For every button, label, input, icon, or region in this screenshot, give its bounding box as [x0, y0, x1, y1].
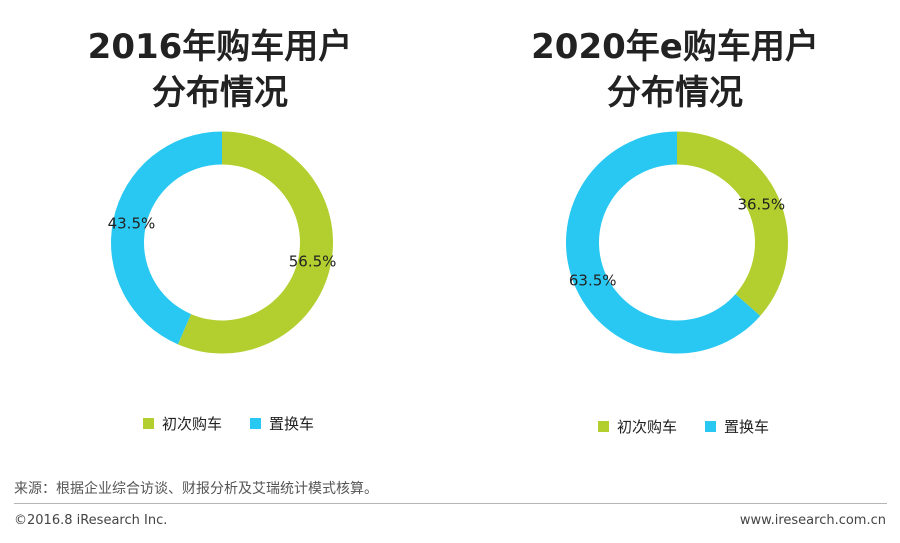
legend-swatch-replacement — [250, 418, 262, 429]
legend-label: 初次购车 — [617, 418, 678, 436]
legend-item-replacement: 置换车 — [250, 413, 314, 434]
chart-title-line: 2016年购车用户 — [87, 27, 353, 67]
donut-slice-replacement — [111, 131, 222, 345]
data-label-replacement: 63.5% — [569, 272, 617, 290]
chart-title-2020: 2020年e购车用户 分布情况 — [495, 24, 855, 116]
legend-2016: 初次购车 置换车 — [143, 413, 342, 434]
donut-chart-2016: 56.5% 43.5% — [108, 131, 337, 354]
legend-label: 置换车 — [269, 415, 315, 433]
legend-item-replacement: 置换车 — [705, 416, 769, 437]
chart-title-line: 分布情况 — [607, 73, 743, 113]
chart-title-line: 分布情况 — [152, 73, 288, 113]
donut-chart-2020: 36.5% 63.5% — [566, 131, 788, 354]
data-label-replacement: 43.5% — [108, 215, 156, 233]
legend-label: 初次购车 — [162, 415, 223, 433]
donut-slice-first-purchase — [677, 131, 788, 316]
copyright-text: ©2016.8 iResearch Inc. — [14, 513, 168, 528]
legend-label: 置换车 — [724, 418, 770, 436]
legend-swatch-first-purchase — [143, 418, 154, 429]
source-note: 来源：根据企业综合访谈、财报分析及艾瑞统计模式核算。 — [14, 481, 378, 497]
chart-title-line: 2020年e购车用户 — [531, 27, 819, 67]
legend-item-first-purchase: 初次购车 — [143, 413, 222, 434]
legend-2020: 初次购车 置换车 — [598, 416, 797, 437]
data-label-first-purchase: 36.5% — [737, 195, 785, 213]
data-label-first-purchase: 56.5% — [289, 252, 337, 270]
donut-slice-first-purchase — [177, 131, 334, 354]
footer-divider — [14, 503, 887, 504]
legend-swatch-replacement — [705, 421, 717, 432]
chart-title-2016: 2016年购车用户 分布情况 — [40, 24, 400, 116]
website-link[interactable]: www.iresearch.com.cn — [739, 513, 886, 528]
donut-slice-replacement — [566, 131, 761, 354]
legend-swatch-first-purchase — [598, 421, 609, 432]
legend-item-first-purchase: 初次购车 — [598, 416, 677, 437]
